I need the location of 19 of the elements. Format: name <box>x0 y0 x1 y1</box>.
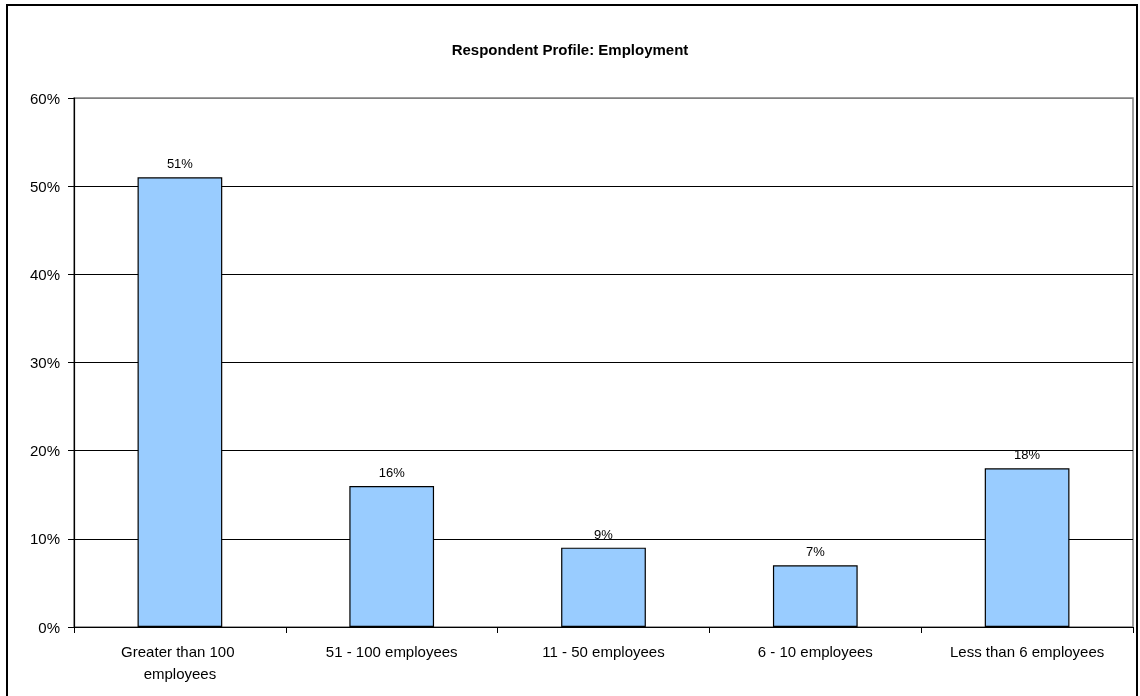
y-tick-label: 50% <box>29 177 60 195</box>
y-tick-label: 60% <box>29 89 60 107</box>
data-label: 7% <box>805 544 826 560</box>
bar <box>561 547 646 627</box>
data-label: 9% <box>594 526 614 542</box>
x-tick-label: Less than 6 employees <box>949 642 1105 660</box>
y-tick-label: 40% <box>29 265 60 283</box>
y-tick-label: 10% <box>29 530 60 548</box>
y-tick-label: 30% <box>29 354 60 371</box>
x-tick-label: 6 - 10 employees <box>757 642 873 660</box>
x-tick-label: 11 - 50 employees <box>542 642 665 660</box>
chart-title: Respondent Profile: Employment <box>451 41 689 58</box>
data-label: 16% <box>378 464 406 480</box>
x-tick-label: Greater than 100 employees <box>121 642 239 682</box>
y-tick-label: 0% <box>38 618 60 636</box>
data-label: 51% <box>166 156 194 172</box>
y-tick-label: 20% <box>29 442 60 460</box>
bar <box>772 565 858 627</box>
x-tick-label: 51 - 100 employees <box>325 642 458 660</box>
